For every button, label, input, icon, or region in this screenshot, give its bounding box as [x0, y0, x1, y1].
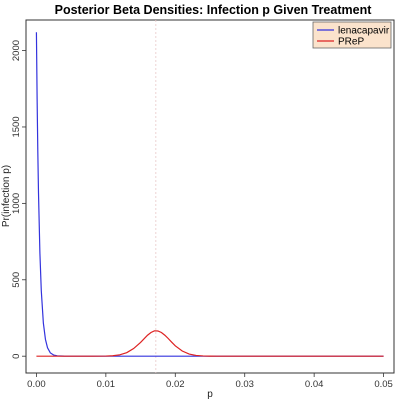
legend-label-prep: PReP	[338, 37, 364, 48]
y-tick-label: 2000	[11, 40, 22, 61]
x-tick-label: 0.03	[235, 379, 254, 390]
x-tick-label: 0.02	[166, 379, 185, 390]
series-line-lenacapavir	[35, 32, 384, 357]
x-tick-label: 0.01	[97, 379, 116, 390]
series-line-prep	[36, 330, 384, 357]
x-axis: 0.00 0.01 0.02 0.03 0.04 0.05	[27, 373, 393, 390]
plot-frame	[25, 19, 395, 374]
y-axis: 0 500 1000 1500 2000	[11, 40, 26, 359]
y-tick-label: 1000	[11, 193, 22, 214]
series-group	[35, 32, 384, 357]
legend-label-lenacapavir: lenacapavir	[338, 26, 390, 37]
legend: lenacapavir PReP	[312, 21, 392, 49]
x-axis-label: p	[207, 389, 213, 400]
chart-title: Posterior Beta Densities: Infection p Gi…	[55, 3, 373, 17]
legend-box	[312, 21, 392, 49]
x-tick-label: 0.05	[374, 379, 393, 390]
x-tick-label: 0.00	[27, 379, 46, 390]
y-axis-label: Pr(infection p)	[1, 165, 12, 227]
x-tick-label: 0.04	[305, 379, 324, 390]
y-tick-label: 0	[11, 354, 22, 359]
y-tick-label: 500	[11, 272, 22, 288]
y-tick-label: 1500	[11, 116, 22, 137]
